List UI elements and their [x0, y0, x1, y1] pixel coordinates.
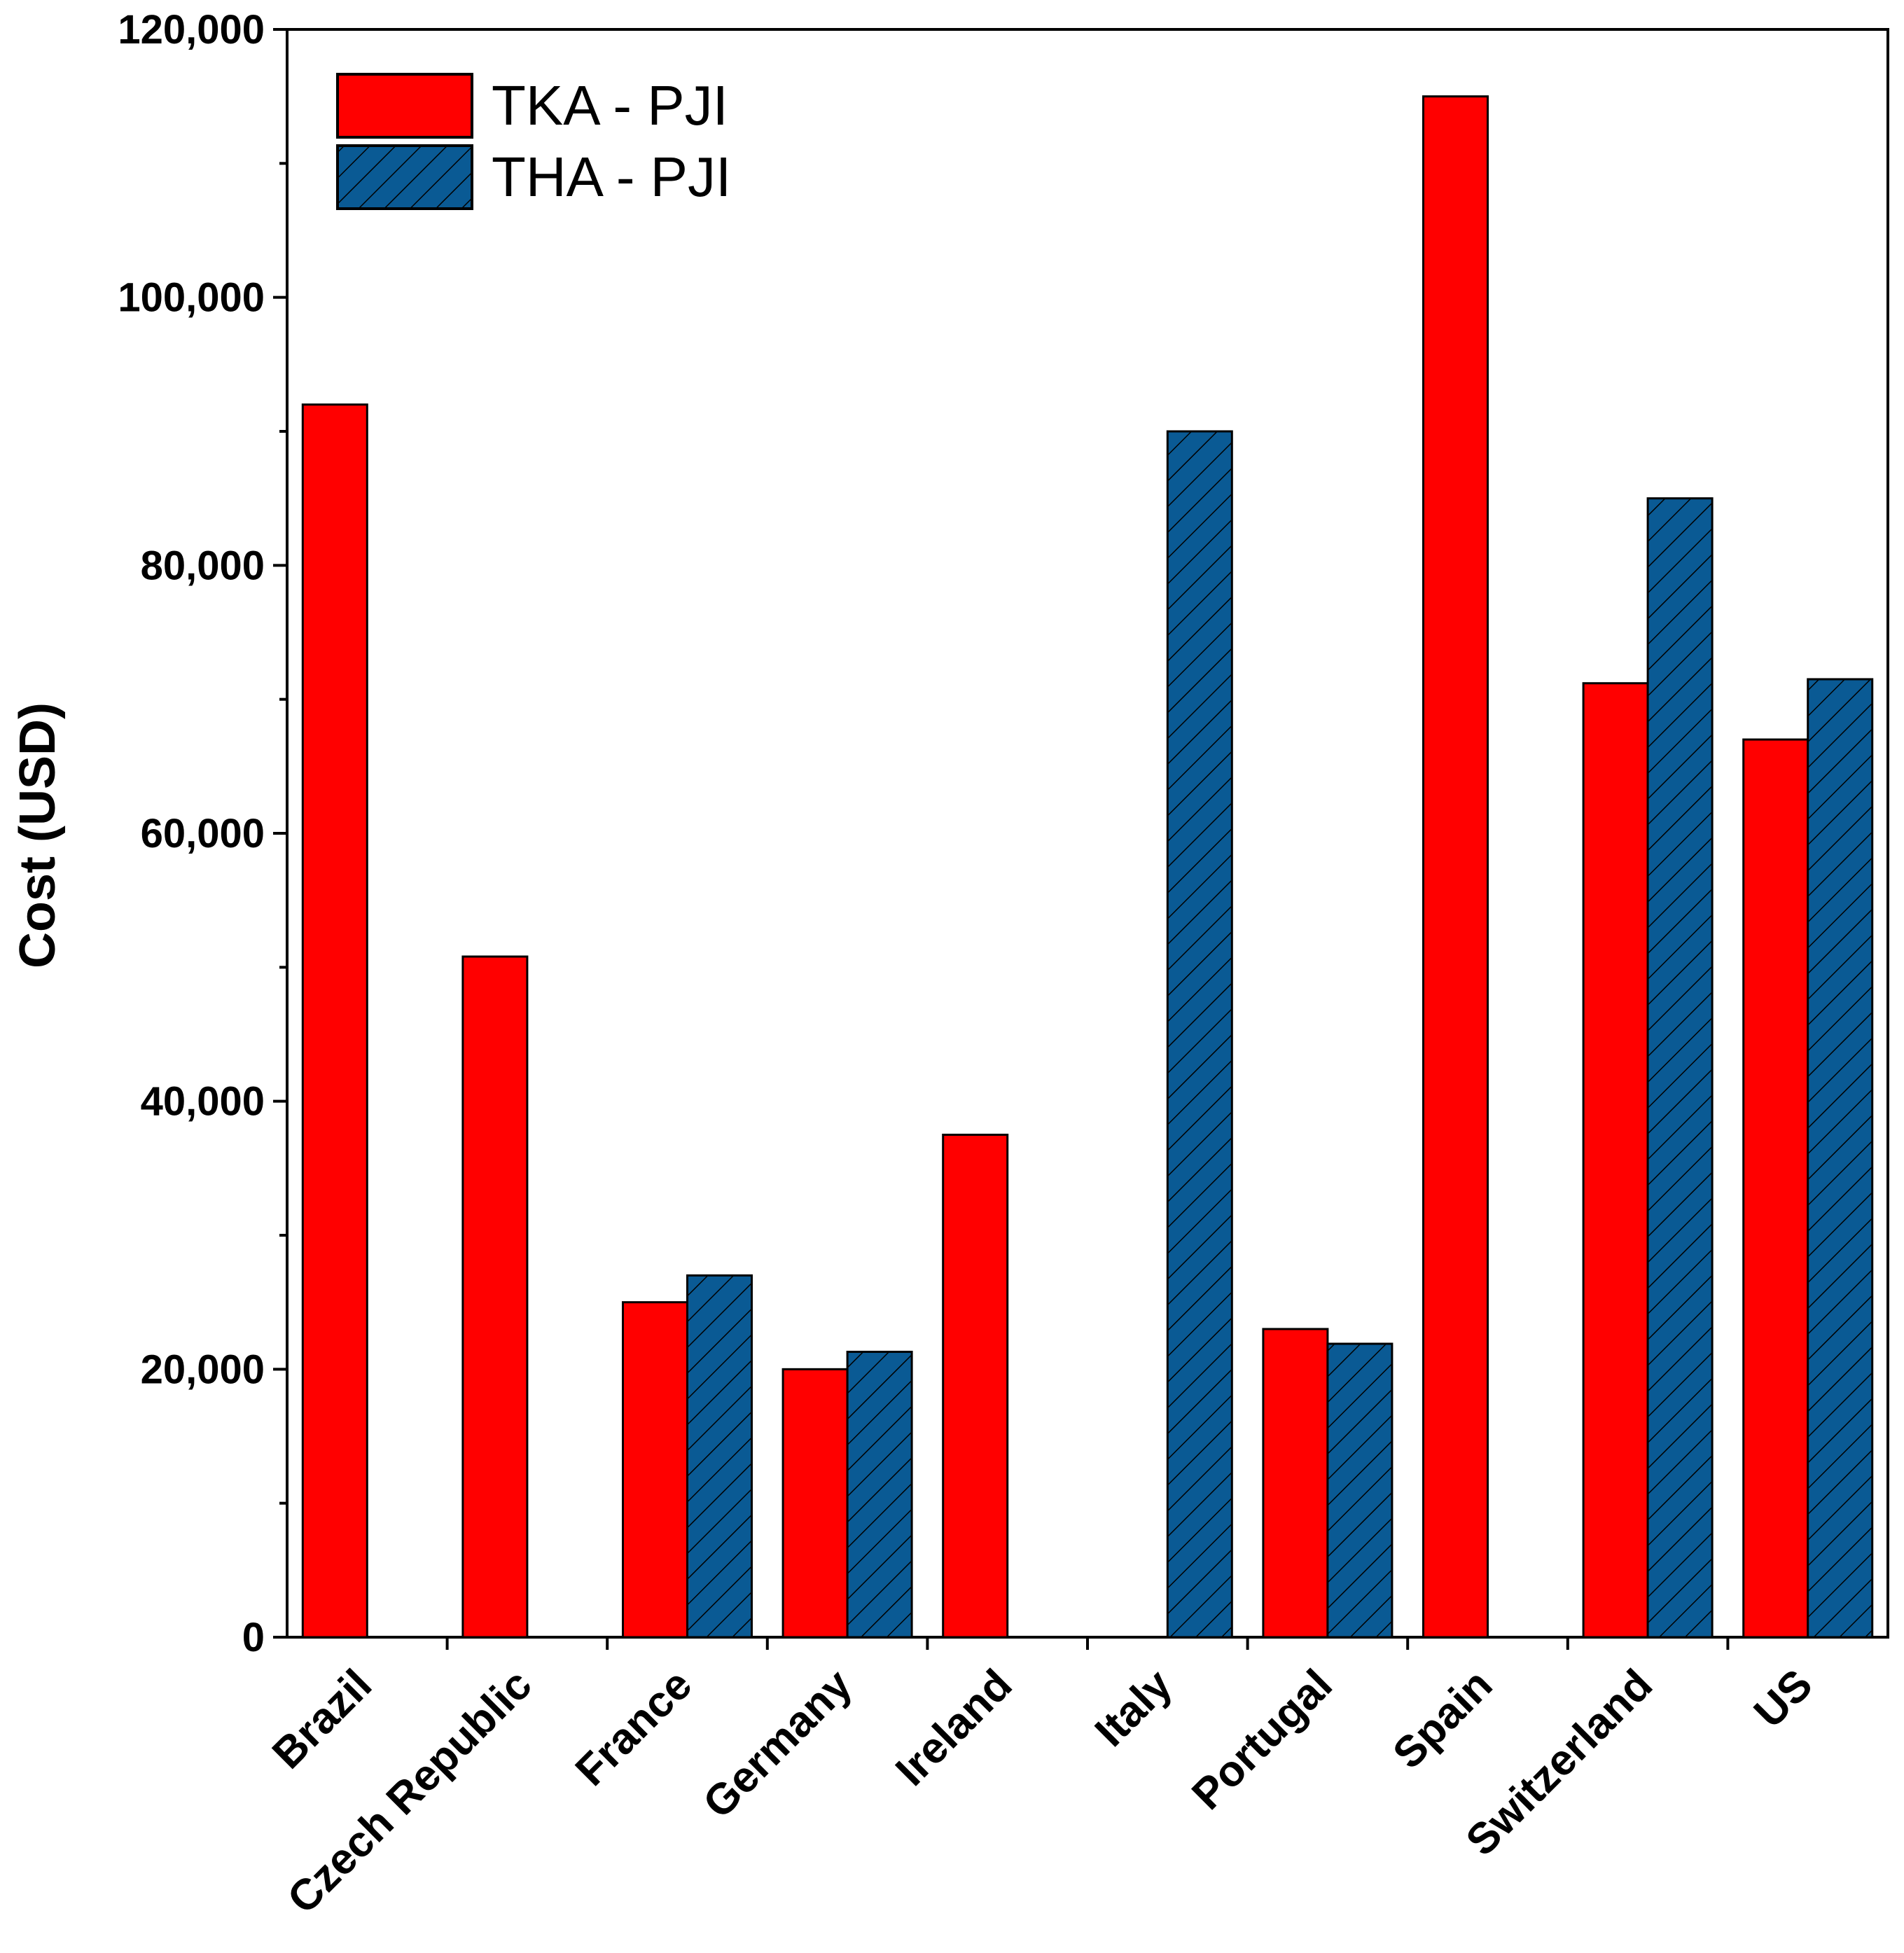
x-tick-label: Ireland — [887, 1660, 1022, 1795]
y-axis: 0 20,000 40,000 60,000 80,000 100,000 120,000 — [118, 7, 287, 1660]
x-tick-label: US — [1745, 1660, 1822, 1737]
bar-tha-us — [1807, 678, 1874, 1639]
bar-tka-france — [622, 1301, 688, 1639]
bar-tka-portugal — [1262, 1328, 1329, 1639]
bar-tka-us — [1742, 738, 1809, 1639]
y-tick-label: 120,000 — [118, 7, 265, 53]
y-tick-label: 40,000 — [141, 1079, 265, 1125]
bar-tha-switzerland — [1646, 497, 1714, 1639]
bar-tka-brazil — [301, 403, 368, 1639]
bar-tka-switzerland — [1582, 682, 1649, 1639]
legend: TKA - PJI THA - PJI — [336, 73, 731, 210]
x-tick-label: Italy — [1086, 1660, 1182, 1756]
bar-tha-germany — [846, 1350, 913, 1639]
bar-tha-italy — [1166, 430, 1233, 1639]
legend-label-tka: TKA - PJI — [492, 74, 728, 137]
legend-swatch-tha — [336, 144, 473, 210]
bar-tka-ireland — [942, 1134, 1009, 1639]
y-tick-label: 80,000 — [141, 543, 265, 588]
y-tick-label: 60,000 — [141, 811, 265, 856]
y-axis-title: Cost (USD) — [10, 702, 66, 968]
bar-tka-germany — [781, 1368, 849, 1639]
x-tick-label: Spain — [1384, 1660, 1501, 1778]
y-tick-label: 100,000 — [118, 275, 265, 321]
x-tick-label: France — [567, 1660, 702, 1795]
x-tick-label: Brazil — [263, 1660, 381, 1778]
bar-tha-portugal — [1326, 1342, 1394, 1639]
bar-tka-spain — [1422, 95, 1489, 1639]
x-tick-label: Portugal — [1183, 1660, 1342, 1819]
bar-tha-france — [686, 1274, 753, 1639]
y-tick-label: 0 — [242, 1615, 265, 1660]
bar-tka-czech-republic — [461, 955, 529, 1639]
y-tick-label: 20,000 — [141, 1347, 265, 1392]
plot-area — [286, 28, 1889, 1639]
x-tick-label: Germany — [694, 1660, 861, 1828]
legend-swatch-tka — [336, 73, 473, 139]
legend-label-tha: THA - PJI — [492, 146, 731, 208]
